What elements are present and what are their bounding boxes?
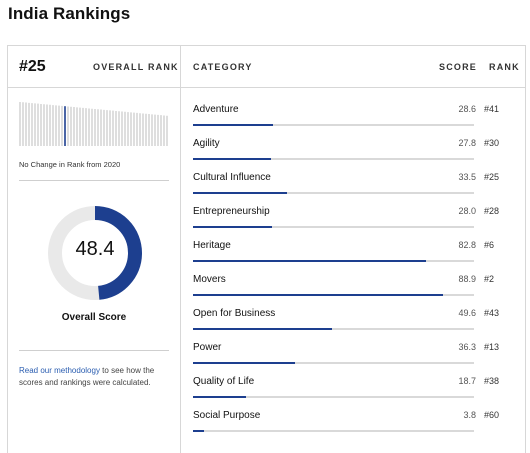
category-name: Adventure — [193, 104, 239, 115]
column-divider — [180, 46, 181, 453]
category-rank: #28 — [484, 206, 500, 216]
score-bar-track — [193, 396, 474, 398]
score-bar-track — [193, 328, 474, 330]
header-divider — [8, 87, 525, 88]
rankings-card: #25 OVERALL RANK CATEGORY SCORE RANK No … — [7, 45, 526, 453]
score-bar-track — [193, 226, 474, 228]
score-bar-fill — [193, 124, 274, 126]
category-name: Cultural Influence — [193, 172, 271, 183]
category-row: Adventure 28.6 #41 — [193, 94, 518, 128]
page-title: India Rankings — [8, 4, 131, 23]
score-bar-fill — [193, 294, 443, 296]
methodology-note: Read our methodology to see how the scor… — [19, 365, 171, 389]
score-bar-fill — [193, 158, 272, 160]
score-bar-track — [193, 158, 474, 160]
rank-column-header: RANK — [489, 62, 520, 72]
category-rank: #25 — [484, 172, 500, 182]
category-name: Entrepreneurship — [193, 206, 270, 217]
category-score: 3.8 — [463, 410, 476, 420]
category-score: 49.6 — [458, 308, 476, 318]
category-score: 33.5 — [458, 172, 476, 182]
category-row: Cultural Influence 33.5 #25 — [193, 162, 518, 196]
score-bar-track — [193, 294, 474, 296]
category-rank: #13 — [484, 342, 500, 352]
category-name: Open for Business — [193, 308, 276, 319]
category-rank: #41 — [484, 104, 500, 114]
category-row: Agility 27.8 #30 — [193, 128, 518, 162]
category-row: Social Purpose 3.8 #60 — [193, 400, 518, 434]
left-divider-bottom — [19, 350, 169, 351]
category-column-header: CATEGORY — [193, 62, 253, 72]
category-score: 28.0 — [458, 206, 476, 216]
category-score: 36.3 — [458, 342, 476, 352]
overall-score-value: 48.4 — [75, 238, 115, 260]
category-name: Heritage — [193, 240, 231, 251]
category-score: 27.8 — [458, 138, 476, 148]
category-row: Power 36.3 #13 — [193, 332, 518, 366]
category-score: 18.7 — [458, 376, 476, 386]
score-bar-fill — [193, 430, 204, 432]
category-rank: #38 — [484, 376, 500, 386]
score-bar-fill — [193, 226, 272, 228]
overall-score-donut — [48, 206, 142, 300]
category-row: Entrepreneurship 28.0 #28 — [193, 196, 518, 230]
score-bar-fill — [193, 362, 295, 364]
category-name: Social Purpose — [193, 410, 261, 421]
category-name: Power — [193, 342, 222, 353]
category-row: Open for Business 49.6 #43 — [193, 298, 518, 332]
score-column-header: SCORE — [439, 62, 478, 72]
score-bar-fill — [193, 396, 246, 398]
score-bar-fill — [193, 328, 333, 330]
category-score: 88.9 — [458, 274, 476, 284]
overall-rank-label: OVERALL RANK — [93, 62, 179, 72]
score-bar-track — [193, 124, 474, 126]
methodology-text: to see how the scores and rankings were … — [19, 366, 155, 387]
overall-rank-value: #25 — [19, 58, 46, 75]
category-score: 82.8 — [458, 240, 476, 250]
score-bar-fill — [193, 260, 426, 262]
score-bar-fill — [193, 192, 288, 194]
score-bar-track — [193, 192, 474, 194]
rank-history-sparkline — [19, 102, 168, 146]
category-score: 28.6 — [458, 104, 476, 114]
category-rank: #60 — [484, 410, 500, 420]
category-rank: #2 — [484, 274, 495, 284]
category-name: Agility — [193, 138, 220, 149]
category-rank: #43 — [484, 308, 500, 318]
methodology-link[interactable]: Read our methodology — [19, 366, 100, 375]
category-rank: #30 — [484, 138, 500, 148]
left-divider-top — [19, 180, 169, 181]
score-bar-track — [193, 362, 474, 364]
category-name: Quality of Life — [193, 376, 255, 387]
category-name: Movers — [193, 274, 226, 285]
score-bar-track — [193, 260, 474, 262]
donut-fill — [48, 206, 142, 300]
rank-change-caption: No Change in Rank from 2020 — [19, 160, 121, 169]
category-rank: #6 — [484, 240, 495, 250]
category-row: Heritage 82.8 #6 — [193, 230, 518, 264]
category-row: Quality of Life 18.7 #38 — [193, 366, 518, 400]
overall-score-label: Overall Score — [61, 312, 127, 323]
score-bar-track — [193, 430, 474, 432]
category-row: Movers 88.9 #2 — [193, 264, 518, 298]
